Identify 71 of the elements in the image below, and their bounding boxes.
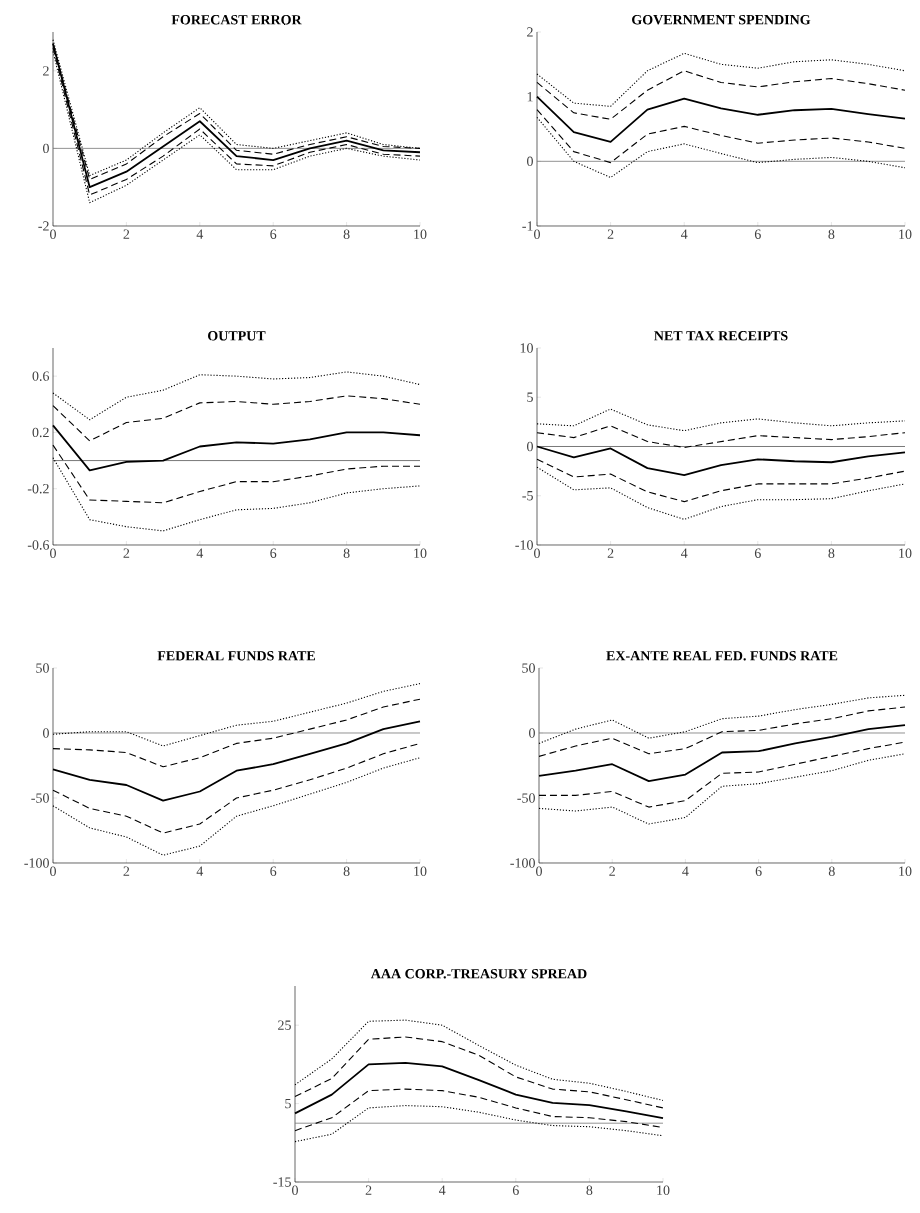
y-tick-label: 1 bbox=[527, 92, 533, 102]
chart-title: EX-ANTE REAL FED. FUNDS RATE bbox=[606, 651, 838, 661]
y-tick-label: -2 bbox=[38, 221, 49, 231]
x-tick-label: 10 bbox=[899, 229, 912, 239]
y-tick-label: 0 bbox=[527, 156, 533, 167]
x-tick-label: 4 bbox=[680, 229, 688, 239]
y-tick-label: 0 bbox=[43, 728, 49, 738]
y-tick-label: -5 bbox=[522, 491, 533, 501]
y-tick-label: 0 bbox=[529, 728, 535, 738]
y-tick-label: 0 bbox=[43, 143, 49, 154]
y-tick-label: 2 bbox=[43, 66, 49, 76]
y-tick-label: 10 bbox=[520, 343, 533, 353]
x-tick-label: 8 bbox=[828, 229, 835, 239]
x-tick-label: 6 bbox=[755, 866, 762, 876]
y-tick-label: 25 bbox=[278, 1020, 291, 1030]
y-tick-label: 5 bbox=[285, 1098, 291, 1109]
y-tick-label: -10 bbox=[515, 540, 533, 550]
y-tick-label: 5 bbox=[527, 392, 533, 402]
y-tick-label: 0.6 bbox=[32, 371, 50, 381]
y-tick-label: -1 bbox=[522, 221, 533, 231]
x-tick-label: 0 bbox=[292, 1185, 298, 1195]
x-tick-label: 0 bbox=[536, 866, 542, 876]
y-tick-label: 0.2 bbox=[32, 427, 49, 438]
x-tick-label: 4 bbox=[438, 1185, 446, 1195]
y-tick-label: -0.2 bbox=[27, 483, 49, 494]
x-tick-label: 6 bbox=[754, 548, 761, 558]
x-tick-label: 4 bbox=[196, 548, 204, 558]
x-tick-label: 6 bbox=[270, 866, 277, 876]
x-tick-label: 6 bbox=[754, 229, 761, 239]
chart-title: OUTPUT bbox=[208, 331, 266, 341]
x-tick-label: 8 bbox=[828, 866, 835, 876]
x-tick-label: 4 bbox=[682, 866, 689, 876]
y-tick-label: 2 bbox=[527, 27, 533, 37]
x-tick-label: 2 bbox=[123, 548, 130, 558]
x-tick-label: 6 bbox=[270, 548, 277, 558]
x-tick-label: 4 bbox=[196, 229, 204, 239]
x-tick-label: 4 bbox=[680, 548, 688, 558]
x-tick-label: 6 bbox=[512, 1185, 519, 1195]
chart-title: FORECAST ERROR bbox=[171, 15, 302, 25]
x-tick-label: 10 bbox=[657, 1185, 670, 1195]
x-tick-label: 2 bbox=[365, 1185, 372, 1195]
x-tick-label: 10 bbox=[414, 229, 427, 239]
x-tick-label: 8 bbox=[343, 548, 350, 558]
y-tick-label: -15 bbox=[273, 1177, 291, 1187]
y-tick-label: 50 bbox=[36, 663, 49, 673]
x-tick-label: 10 bbox=[414, 548, 427, 558]
x-tick-label: 2 bbox=[609, 866, 615, 876]
chart-title: FEDERAL FUNDS RATE bbox=[157, 651, 315, 661]
x-tick-label: 6 bbox=[270, 229, 277, 239]
chart-title: AAA CORP.-TREASURY SPREAD bbox=[370, 969, 587, 979]
x-tick-label: 2 bbox=[123, 229, 130, 239]
x-tick-label: 8 bbox=[343, 866, 350, 876]
x-tick-label: 10 bbox=[414, 866, 427, 876]
x-tick-label: 10 bbox=[899, 866, 912, 876]
y-tick-label: 0 bbox=[527, 441, 533, 452]
x-tick-label: 8 bbox=[343, 229, 350, 239]
x-tick-label: 2 bbox=[123, 866, 130, 876]
chart-title: GOVERNMENT SPENDING bbox=[632, 15, 811, 25]
x-tick-label: 10 bbox=[899, 548, 912, 558]
y-tick-label: -50 bbox=[517, 793, 535, 803]
chart-title: NET TAX RECEIPTS bbox=[654, 331, 788, 341]
x-tick-label: 8 bbox=[828, 548, 835, 558]
y-tick-label: -100 bbox=[24, 858, 49, 868]
x-tick-label: 2 bbox=[607, 229, 614, 239]
x-tick-label: 4 bbox=[196, 866, 204, 876]
x-tick-label: 8 bbox=[586, 1185, 593, 1195]
y-tick-label: -100 bbox=[510, 858, 535, 868]
x-tick-label: 2 bbox=[607, 548, 614, 558]
y-tick-label: -50 bbox=[31, 793, 49, 803]
y-tick-label: 50 bbox=[522, 663, 535, 673]
y-tick-label: -0.6 bbox=[27, 540, 50, 550]
